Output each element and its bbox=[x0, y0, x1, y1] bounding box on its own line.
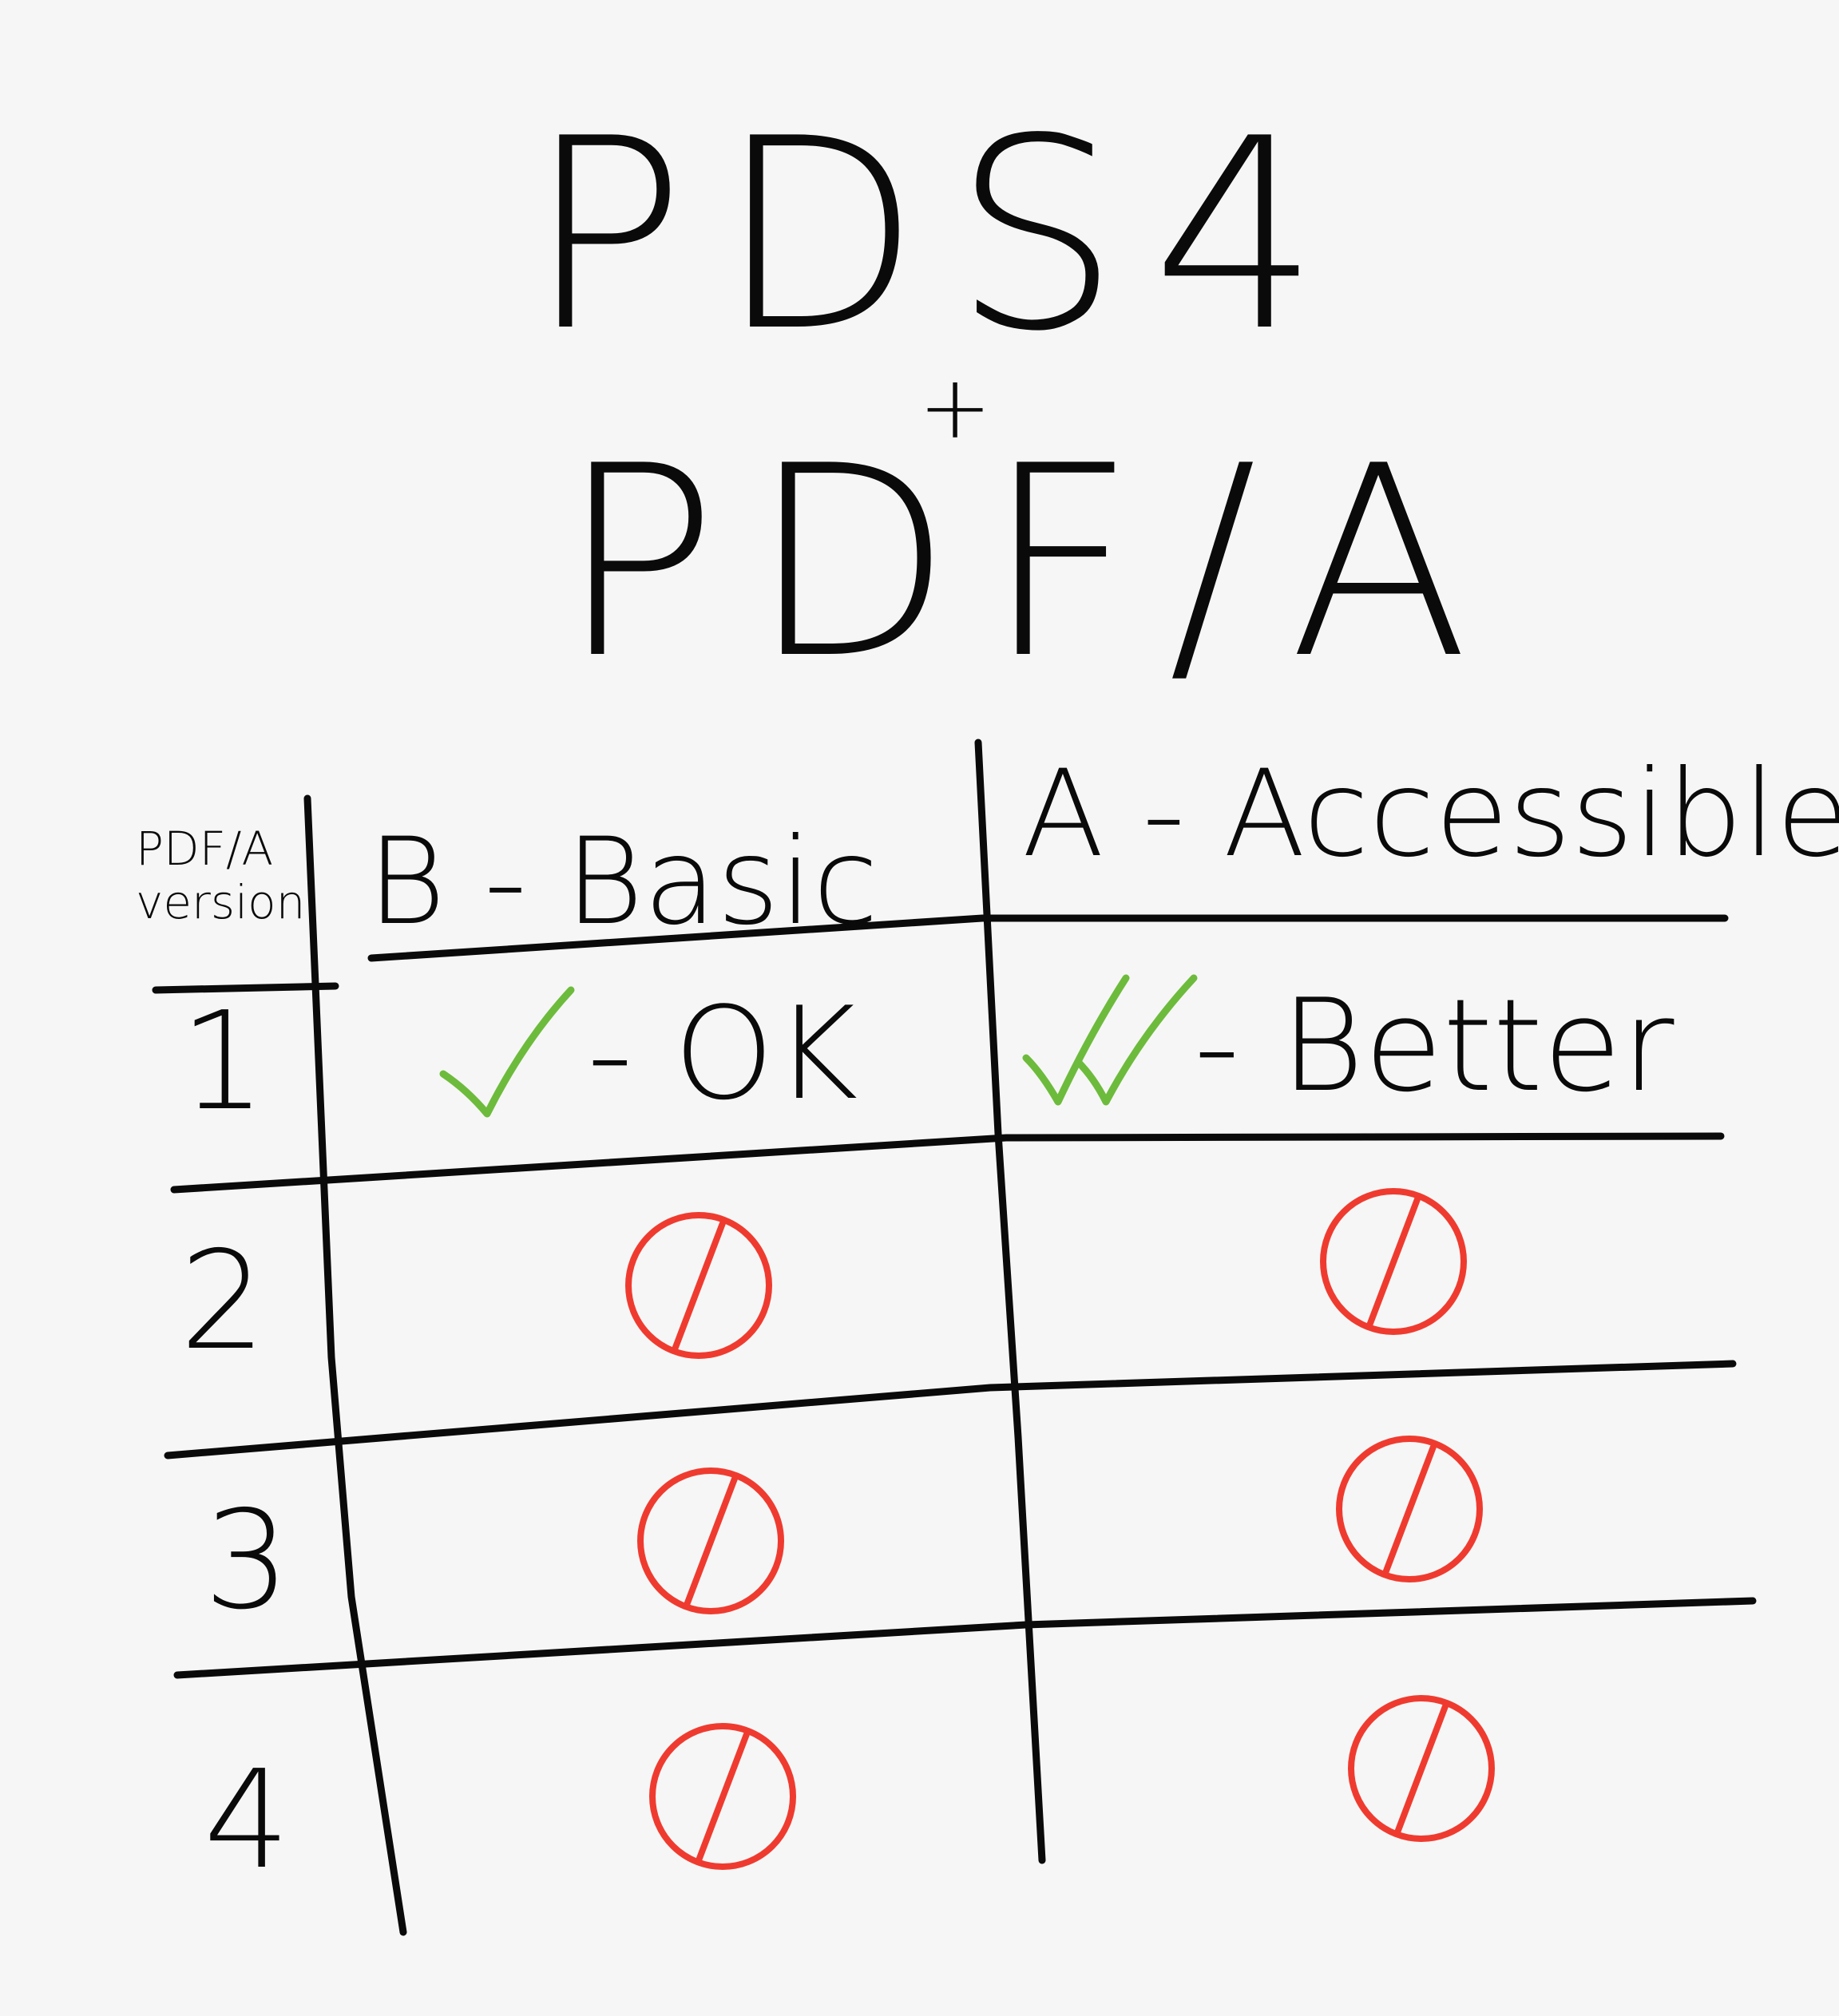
grid-line-version-header bbox=[152, 982, 339, 994]
grid-line-vertical-1 bbox=[303, 794, 407, 1936]
row-version-4: 4 bbox=[204, 1741, 291, 1899]
header-pdfa-version: PDF/A version bbox=[136, 822, 306, 929]
title-pds4: PDS4 bbox=[527, 82, 1352, 389]
no-symbol-icon bbox=[1348, 1695, 1495, 1842]
title-pdfa: PDF/A bbox=[559, 410, 1501, 716]
grid-line-row-3 bbox=[173, 1597, 1757, 1679]
grid-line-vertical-2 bbox=[974, 739, 1046, 1864]
no-symbol-icon bbox=[1320, 1188, 1467, 1335]
no-symbol-icon bbox=[1336, 1436, 1483, 1582]
row-version-3: 3 bbox=[204, 1482, 291, 1640]
grid-line-row-2 bbox=[164, 1360, 1737, 1460]
no-symbol-icon bbox=[637, 1467, 784, 1614]
no-symbol-icon bbox=[649, 1723, 796, 1870]
no-symbol-icon bbox=[625, 1212, 772, 1359]
header-accessible: A - Accessible bbox=[1022, 745, 1839, 884]
row-version-1: 1 bbox=[180, 983, 267, 1141]
cell-basic-v1-text: - OK bbox=[587, 979, 858, 1128]
grid-line-row-1 bbox=[170, 1132, 1725, 1194]
cell-accessible-v1-text: - Better bbox=[1194, 971, 1675, 1120]
title-plus: + bbox=[918, 356, 993, 458]
check-icon bbox=[439, 986, 575, 1118]
header-basic: B - Basic bbox=[367, 813, 879, 952]
double-check-icon bbox=[1022, 974, 1198, 1106]
row-version-2: 2 bbox=[180, 1222, 267, 1380]
grid-line-header-underline bbox=[367, 914, 1729, 962]
